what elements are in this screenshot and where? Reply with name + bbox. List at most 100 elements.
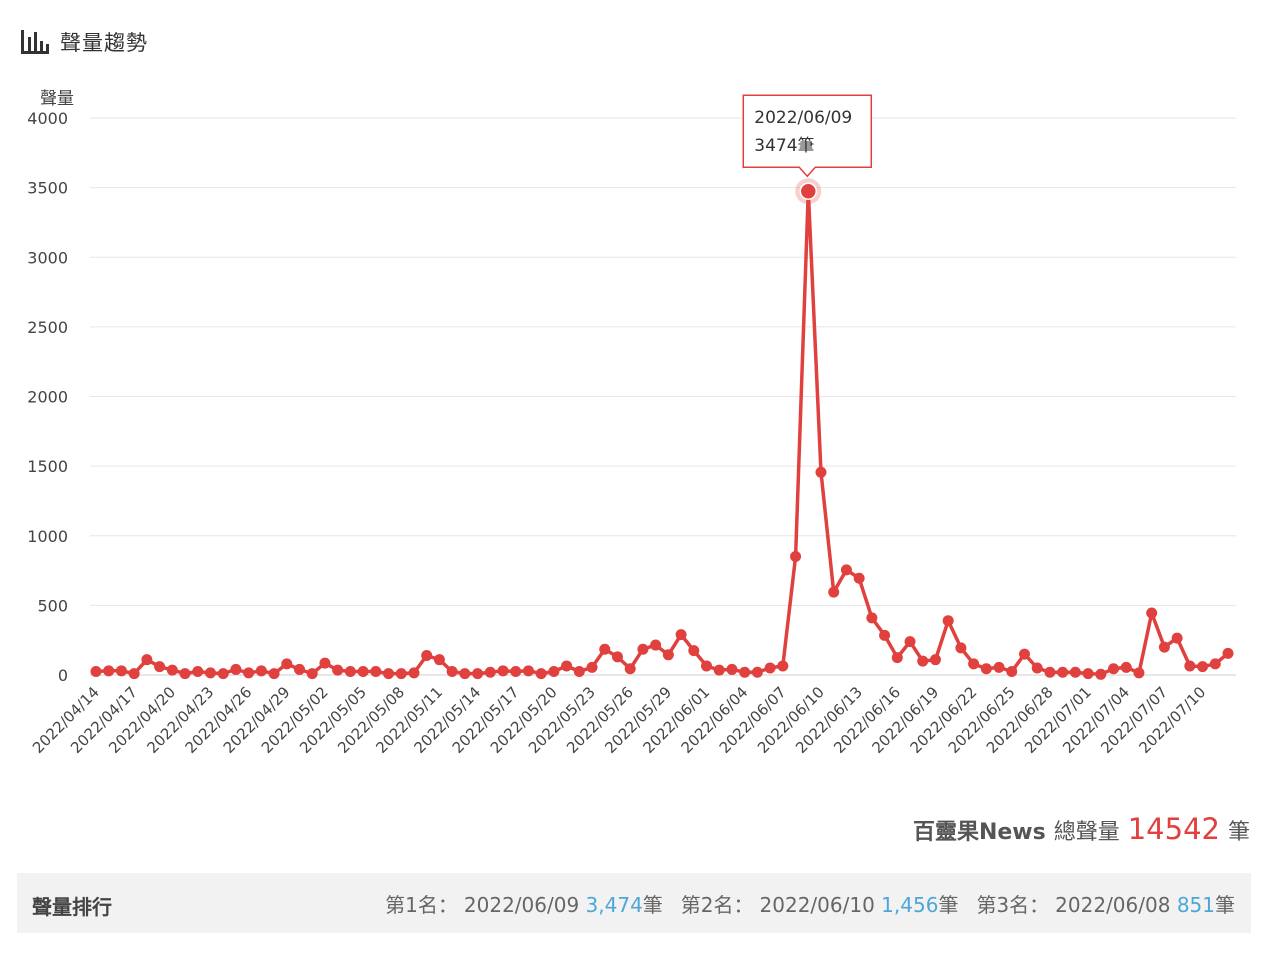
data-point [255, 665, 267, 677]
data-point [561, 660, 573, 672]
rank-date: 2022/06/08 [1055, 892, 1171, 917]
data-point [1095, 668, 1107, 680]
data-point [472, 668, 484, 680]
data-point [751, 666, 763, 678]
data-point [344, 666, 356, 678]
data-point [1044, 666, 1056, 678]
data-point [141, 654, 153, 666]
series-line [95, 189, 1230, 677]
data-point [790, 550, 802, 562]
rank-item: 第3名： 2022/06/08 851筆 [976, 889, 1235, 918]
rank-label: 第2名： [680, 892, 754, 917]
data-point [535, 668, 547, 680]
chart-header: 聲量趨勢 [20, 26, 148, 58]
data-point [230, 663, 242, 675]
y-tick-label: 500 [37, 596, 68, 615]
data-point [192, 666, 204, 678]
ranking-bar: 聲量排行 第1名： 2022/06/09 3,474筆 第2名： 2022/06/1… [17, 873, 1251, 933]
data-point [1018, 648, 1030, 660]
data-point [281, 658, 293, 670]
data-point [840, 564, 852, 576]
data-point [573, 666, 585, 678]
data-point [586, 661, 598, 673]
data-point [1171, 632, 1183, 644]
data-point [777, 660, 789, 672]
tooltip-box [742, 94, 873, 178]
data-point [624, 663, 636, 675]
data-point [891, 652, 903, 664]
total-volume-summary: 百靈果News 總聲量 14542 筆 [913, 812, 1250, 846]
data-point [166, 664, 178, 676]
data-point [853, 572, 865, 584]
data-point [1108, 663, 1120, 675]
data-point [1120, 661, 1132, 673]
data-point [1031, 662, 1043, 674]
y-tick-label: 4000 [27, 109, 68, 128]
data-point [1082, 668, 1094, 680]
data-point [459, 668, 471, 680]
data-point [332, 664, 344, 676]
rank-label: 第3名： [976, 892, 1050, 917]
data-point [637, 643, 649, 655]
total-volume-value: 14542 [1127, 812, 1220, 846]
ranking-title: 聲量排行 [32, 894, 112, 919]
rank-value: 3,474 [585, 892, 643, 917]
data-point [510, 666, 522, 678]
y-tick-label: 1500 [27, 457, 68, 476]
data-point [243, 667, 255, 679]
data-point [942, 615, 954, 627]
data-point [268, 668, 280, 680]
data-point [599, 643, 611, 655]
data-point [1209, 658, 1221, 670]
data-point [739, 666, 751, 678]
data-point [968, 658, 980, 670]
data-point [1197, 661, 1209, 673]
data-point [446, 666, 458, 678]
data-point [1158, 641, 1170, 653]
data-point [433, 654, 445, 666]
data-point [154, 661, 166, 673]
data-point [522, 665, 534, 677]
y-tick-label: 3000 [27, 248, 68, 267]
data-point [421, 650, 433, 662]
data-point [828, 586, 840, 598]
data-point [115, 665, 127, 677]
rank-unit: 筆 [938, 892, 959, 917]
data-point [726, 663, 738, 675]
data-point [217, 668, 229, 680]
data-point [917, 655, 929, 667]
tooltip-value: 3474筆 [754, 136, 814, 156]
data-point [904, 636, 916, 648]
data-point [1184, 660, 1196, 672]
rank-unit: 筆 [642, 892, 663, 917]
data-point [993, 661, 1005, 673]
rank-item: 第2名： 2022/06/10 1,456筆 [681, 889, 959, 918]
data-point [1133, 667, 1145, 679]
y-tick-label: 3500 [27, 179, 68, 198]
data-point [701, 660, 713, 672]
total-unit: 筆 [1227, 820, 1250, 845]
data-point [815, 466, 827, 478]
ranking-list: 第1名： 2022/06/09 3,474筆 第2名： 2022/06/10 1,4… [385, 889, 1235, 918]
data-point [548, 666, 560, 678]
chart-title: 聲量趨勢 [60, 31, 148, 55]
data-point [764, 662, 776, 674]
data-point [128, 668, 140, 680]
data-point [713, 664, 725, 676]
tooltip-date: 2022/06/09 [754, 108, 852, 128]
data-point [1146, 607, 1158, 619]
rank-label: 第1名： [385, 892, 458, 917]
data-point [650, 639, 662, 651]
data-point [204, 667, 216, 679]
data-point [294, 663, 306, 675]
data-point [395, 668, 407, 680]
data-point [866, 612, 878, 624]
y-tick-label: 2500 [27, 318, 68, 337]
data-point [980, 663, 992, 675]
data-point [179, 668, 191, 680]
data-point [929, 654, 941, 666]
rank-unit: 筆 [1215, 892, 1235, 917]
data-point [90, 666, 102, 678]
rank-value: 851 [1176, 892, 1215, 917]
